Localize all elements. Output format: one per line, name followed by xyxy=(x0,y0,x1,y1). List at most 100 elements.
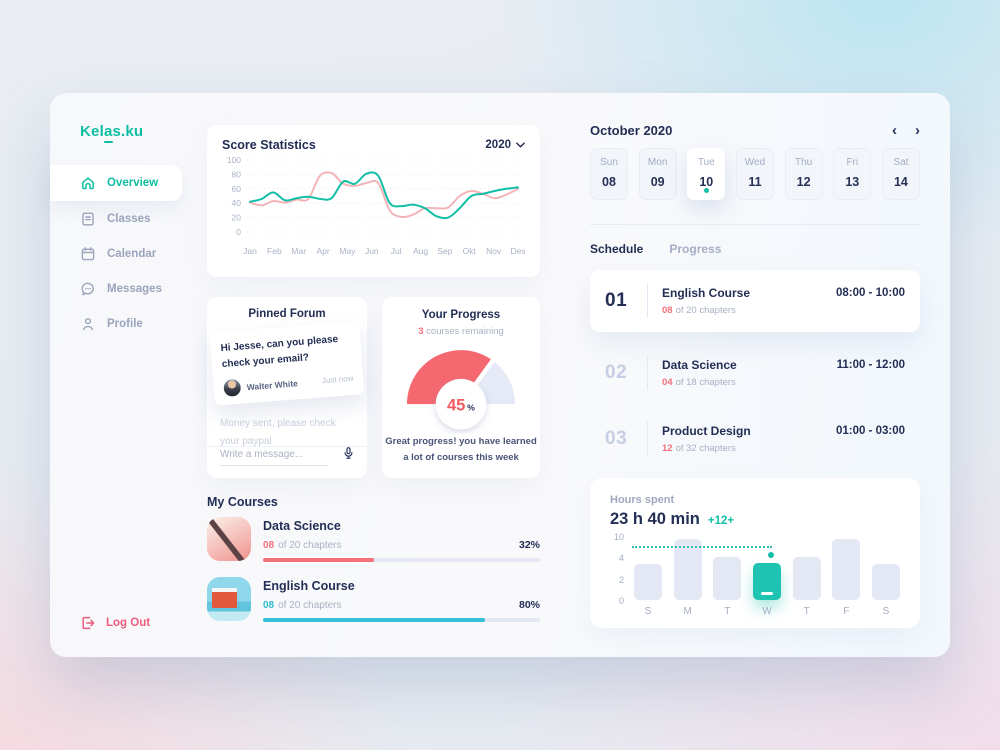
x-tick-label: Jan xyxy=(243,246,257,256)
y-tick-label: 0 xyxy=(618,596,624,606)
calendar-day-name: Sun xyxy=(600,157,618,168)
course-chapters: 08 of 20 chapters 32% xyxy=(263,539,540,551)
gauge-center xyxy=(435,378,487,430)
calendar-day[interactable]: Thu 12 xyxy=(784,148,823,200)
bar-day-f[interactable] xyxy=(832,539,861,600)
x-tick-label: T xyxy=(803,606,810,617)
logo-underline-accent xyxy=(104,141,113,143)
chapters-done-count: 12 xyxy=(662,443,673,454)
bar-day-t[interactable] xyxy=(792,557,821,600)
y-tick-label: 100 xyxy=(227,155,241,165)
messages-icon xyxy=(81,282,94,295)
x-tick-label: Des xyxy=(510,246,525,256)
chapters-total-label: of 32 chapters xyxy=(675,443,736,454)
sidebar-item-profile[interactable]: Profile xyxy=(50,306,182,341)
y-tick-label: 80 xyxy=(232,169,242,179)
gauge-percent-value: 45 xyxy=(447,395,465,414)
schedule-time: 11:00 - 12:00 xyxy=(836,359,905,371)
hours-spent-delta: +12+ xyxy=(707,515,735,527)
course-percent: 80% xyxy=(518,599,540,611)
series-line-current xyxy=(249,171,519,220)
bar-day-t[interactable] xyxy=(713,557,742,600)
calendar-day-number: 13 xyxy=(845,175,860,189)
sidebar-item-classes[interactable]: Classes xyxy=(50,201,182,236)
course-name: Data Science xyxy=(263,519,341,533)
calendar-day-number: 11 xyxy=(748,175,762,189)
bar-day-w[interactable] xyxy=(752,563,781,600)
my-courses-title: My Courses xyxy=(207,495,278,509)
calendar-day[interactable]: Wed 11 xyxy=(735,148,774,200)
course-thumbnail xyxy=(207,517,251,561)
calendar-day[interactable]: Mon 09 xyxy=(638,148,677,200)
schedule-item-number: 02 xyxy=(605,362,628,383)
message-input[interactable] xyxy=(220,446,328,466)
x-tick-label: Jul xyxy=(391,246,402,256)
forum-message-text: Hi Jesse, can you please check your emai… xyxy=(220,333,339,370)
x-tick-label: F xyxy=(843,606,850,617)
x-tick-label: Feb xyxy=(267,246,282,256)
course-progress-track xyxy=(263,558,540,562)
sidebar-item-overview[interactable]: Overview xyxy=(50,165,182,201)
calendar-day-name: Mon xyxy=(647,157,668,168)
forum-message-card[interactable]: Hi Jesse, can you please check your emai… xyxy=(209,321,365,406)
forum-preview-text: Money sent, please check your paypal xyxy=(220,418,336,447)
x-tick-label: Aug xyxy=(413,246,428,256)
sidebar-item-label: Calendar xyxy=(107,247,157,260)
chapters-done-count: 04 xyxy=(662,377,673,388)
tab-schedule[interactable]: Schedule xyxy=(590,242,644,256)
forum-timestamp: Just now xyxy=(321,373,354,386)
score-statistics-card: Score Statistics 2020 0 20 40 60 80 100 Jan Feb… xyxy=(207,125,540,277)
calendar-prev-button[interactable]: ‹ xyxy=(892,122,897,139)
y-tick-label: 40 xyxy=(232,198,242,208)
schedule-chapters: 12 of 32 chapters xyxy=(662,443,905,454)
x-tick-label: T xyxy=(724,606,731,617)
calendar-next-button[interactable]: › xyxy=(915,122,920,139)
sidebar-item-calendar[interactable]: Calendar xyxy=(50,236,182,271)
schedule-time: 01:00 - 03:00 xyxy=(835,425,905,437)
calendar-day[interactable]: Sun 08 xyxy=(590,148,628,200)
gauge-filled-arc xyxy=(406,350,493,405)
pinned-forum-card: Pinned Forum Hi Jesse, can you please ch… xyxy=(207,297,367,478)
course-progress-track xyxy=(263,618,540,622)
schedule-chapters: 04 of 18 chapters xyxy=(662,377,905,388)
x-tick-label: Nov xyxy=(486,246,502,256)
courses-remaining: 3 courses remaining xyxy=(418,326,504,337)
target-dashed-line xyxy=(632,546,772,548)
x-tick-label: S xyxy=(882,606,890,617)
course-item[interactable]: Data Science 08 of 20 chapters 32% xyxy=(207,517,540,567)
sidebar-item-label: Classes xyxy=(107,212,151,225)
bar-day-m[interactable] xyxy=(673,539,702,600)
schedule-item[interactable]: 02 Data Science 11:00 - 12:00 04 of 18 chapt… xyxy=(590,345,920,401)
calendar-day[interactable]: Fri 13 xyxy=(833,148,872,200)
sidebar-item-label: Overview xyxy=(107,177,159,189)
sidebar-item-messages[interactable]: Messages xyxy=(50,271,182,306)
calendar-day-name: Tue xyxy=(697,157,715,168)
logout-label: Log Out xyxy=(106,617,151,629)
hours-spent-label: Hours spent xyxy=(610,494,675,506)
year-dropdown[interactable]: 2020 xyxy=(485,139,525,151)
course-item[interactable]: English Course 08 of 20 chapters 80% xyxy=(207,577,540,627)
logout-button[interactable]: Log Out xyxy=(80,615,150,631)
logout-icon xyxy=(82,616,95,630)
course-progress-fill xyxy=(263,558,374,562)
sidebar-item-label: Messages xyxy=(107,282,162,295)
x-tick-label: M xyxy=(683,606,692,617)
calendar-day[interactable]: Sat 14 xyxy=(881,148,920,200)
score-line-chart: 0 20 40 60 80 100 Jan Feb Mar Apr May Jun Jul Aug Sep O… xyxy=(227,155,526,256)
course-name: English Course xyxy=(263,579,355,593)
bar-day-s[interactable] xyxy=(634,564,662,600)
schedule-tabs: Schedule Progress xyxy=(590,242,721,256)
schedule-item[interactable]: 03 Product Design 01:00 - 03:00 12 of 32 cha… xyxy=(590,411,920,467)
schedule-item[interactable]: 01 English Course 08:00 - 10:00 08 of 20 cha… xyxy=(590,270,920,332)
x-tick-label: S xyxy=(644,606,652,617)
schedule-course-name: English Course xyxy=(662,286,751,300)
calendar-day[interactable]: Tue 10 xyxy=(687,148,726,200)
microphone-icon[interactable] xyxy=(341,446,356,466)
app-logo-text: Kelas.ku xyxy=(80,123,144,140)
y-tick-label: 0 xyxy=(236,227,241,237)
x-tick-label: W xyxy=(762,606,772,617)
classes-icon xyxy=(82,212,94,226)
schedule-course-name: Data Science xyxy=(662,358,737,372)
bar-day-s[interactable] xyxy=(871,564,900,600)
tab-progress[interactable]: Progress xyxy=(669,242,722,256)
